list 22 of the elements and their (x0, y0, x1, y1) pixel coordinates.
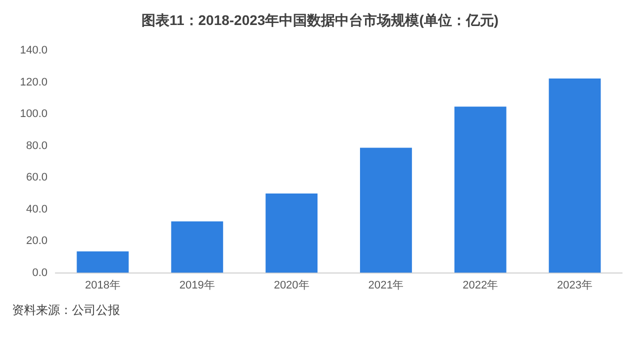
y-tick-label: 80.0 (26, 140, 48, 152)
x-tick-label: 2023年 (557, 279, 593, 292)
x-tick-label: 2018年 (84, 279, 120, 292)
bar (454, 106, 506, 273)
chart-title: 图表11：2018-2023年中国数据中台市场规模(单位：亿元) (140, 11, 500, 30)
y-tick-label: 140.0 (20, 44, 48, 57)
x-tick-label: 2019年 (179, 279, 215, 292)
bar (171, 221, 224, 273)
y-tick-label: 40.0 (26, 203, 48, 216)
bar (266, 193, 318, 273)
x-tick-label: 2022年 (462, 279, 498, 292)
y-tick-label: 0.0 (32, 266, 48, 279)
y-tick-label: 60.0 (26, 172, 48, 184)
bar (360, 148, 412, 273)
x-tick-label: 2021年 (368, 279, 404, 292)
y-tick-label: 20.0 (26, 235, 48, 248)
y-tick-label: 100.0 (20, 108, 48, 120)
text: 资料来源：公司公报 (11, 302, 121, 319)
bar (548, 78, 601, 273)
bar (76, 251, 129, 273)
y-tick-label: 120.0 (20, 76, 48, 88)
x-tick-label: 2020年 (274, 279, 310, 292)
